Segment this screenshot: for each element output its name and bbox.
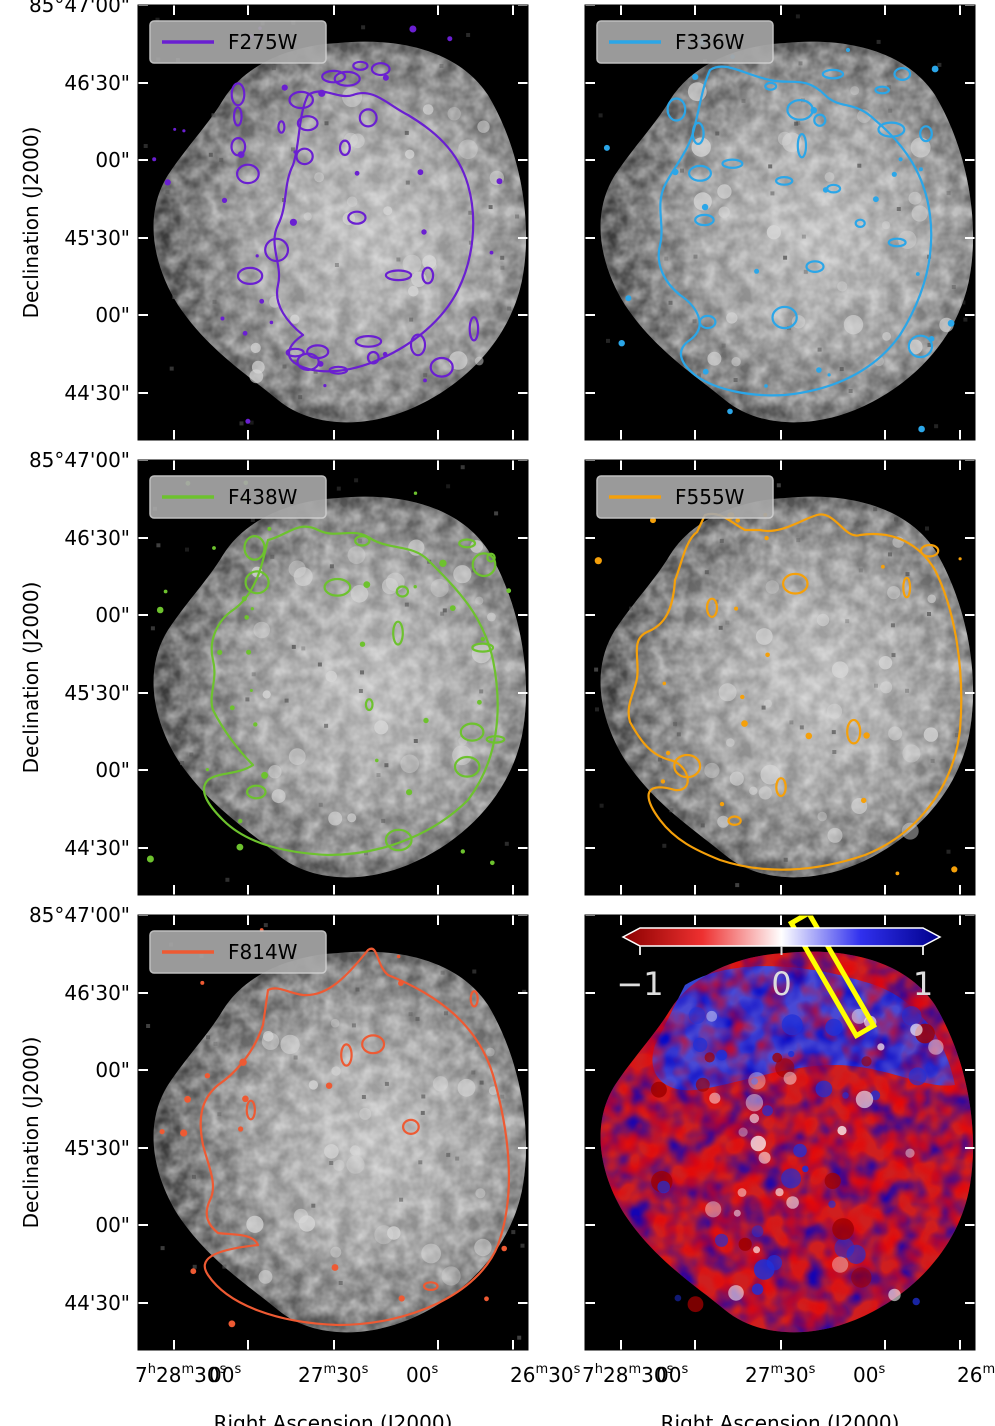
y-tick-label: 85°47'00": [29, 903, 130, 927]
x-tick-label: 26m30s: [510, 1362, 581, 1387]
x-tick-label: 00s: [406, 1362, 438, 1387]
panel-p4: F555W: [584, 459, 976, 896]
slit-aperture: [787, 915, 878, 1040]
panel-p3: F438W 85°47'00" 46'30" 00" 45'30" 00" 44'30" De…: [19, 448, 529, 896]
legend-f814w: F814W: [149, 930, 327, 974]
panel-p1: F275W 85°47'00" 46'30" 00" 45'30" 00" 44'30" De…: [19, 0, 529, 441]
y-tick-label: 46'30": [64, 526, 130, 550]
f555w-contours: [627, 512, 963, 871]
legend-f555w: F555W: [596, 475, 774, 519]
y-axis-title: Declination (J2000): [19, 1037, 43, 1229]
x-axis-title: Right Ascension (J2000): [661, 1411, 900, 1426]
x-axis-title: Right Ascension (J2000): [214, 1411, 453, 1426]
legend-f275w: F275W: [149, 20, 327, 64]
y-tick-label: 00": [95, 603, 130, 627]
y-tick-label: 85°47'00": [29, 448, 130, 472]
y-tick-label: 45'30": [64, 226, 130, 250]
x-tick-label: 7h28m30s: [582, 1362, 674, 1387]
x-tick-label: 00s: [853, 1362, 885, 1387]
y-axis-title: Declination (J2000): [19, 127, 43, 319]
panel-p6: −1017h28m30s00s27m30s00s26m30sRight Asce…: [582, 914, 995, 1426]
panel-p2: F336W: [584, 4, 976, 441]
legend-label: F555W: [675, 485, 745, 509]
y-tick-label: 00": [95, 758, 130, 782]
legend-label: F438W: [228, 485, 298, 509]
x-tick-label: 26m30s: [957, 1362, 995, 1387]
y-tick-label: 85°47'00": [29, 0, 130, 17]
legend-f336w: F336W: [596, 20, 774, 64]
colorbar-tick-label-0: −1: [616, 965, 663, 1003]
y-tick-label: 45'30": [64, 1136, 130, 1160]
legend-f438w: F438W: [149, 475, 327, 519]
legend-label: F275W: [228, 30, 298, 54]
x-tick-label: 7h28m30s: [135, 1362, 227, 1387]
x-tick-label: 27m30s: [745, 1362, 816, 1387]
legend-label: F336W: [675, 30, 745, 54]
f336w-contours: [657, 65, 934, 397]
y-tick-label: 46'30": [64, 981, 130, 1005]
colorbar-tick-label-2: 1: [913, 965, 933, 1003]
y-tick-label: 44'30": [64, 836, 130, 860]
y-tick-label: 44'30": [64, 381, 130, 405]
f814w-contours: [199, 947, 511, 1327]
y-tick-label: 46'30": [64, 71, 130, 95]
y-tick-label: 00": [95, 303, 130, 327]
y-tick-label: 00": [95, 1058, 130, 1082]
y-axis-title: Declination (J2000): [19, 582, 43, 774]
x-tick-label: 27m30s: [298, 1362, 369, 1387]
colorbar: −1 0 1: [616, 927, 942, 1003]
panel-p5: F814W 85°47'00" 46'30" 00" 45'30" 00" 44'30" De…: [19, 903, 581, 1426]
y-tick-label: 00": [95, 1213, 130, 1237]
y-tick-label: 00": [95, 148, 130, 172]
f275w-contours: [230, 60, 480, 378]
legend-label: F814W: [228, 940, 298, 964]
f438w-contours: [202, 525, 506, 857]
y-tick-label: 45'30": [64, 681, 130, 705]
colorbar-tick-label-1: 0: [771, 965, 791, 1003]
x-tick-label: 00s: [656, 1362, 688, 1387]
x-tick-label: 00s: [209, 1362, 241, 1387]
y-tick-label: 44'30": [64, 1291, 130, 1315]
